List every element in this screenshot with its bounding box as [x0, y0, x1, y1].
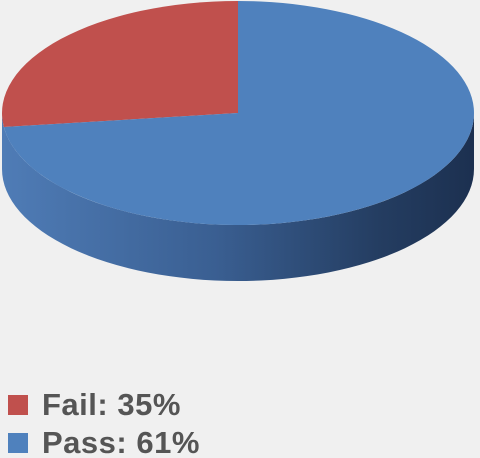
legend-item-pass: Pass: 61% [8, 424, 200, 458]
legend-label-fail: Fail: 35% [42, 387, 181, 422]
legend-label-pass: Pass: 61% [42, 425, 200, 458]
pie-slice-fail [1, 1, 238, 128]
legend-item-fail: Fail: 35% [8, 386, 200, 424]
pie-slice-pass [3, 1, 474, 225]
legend-swatch-fail [8, 395, 28, 415]
legend-swatch-pass [8, 433, 28, 453]
pie-side-wall [2, 113, 474, 281]
legend: Fail: 35% Pass: 61% [8, 386, 200, 458]
